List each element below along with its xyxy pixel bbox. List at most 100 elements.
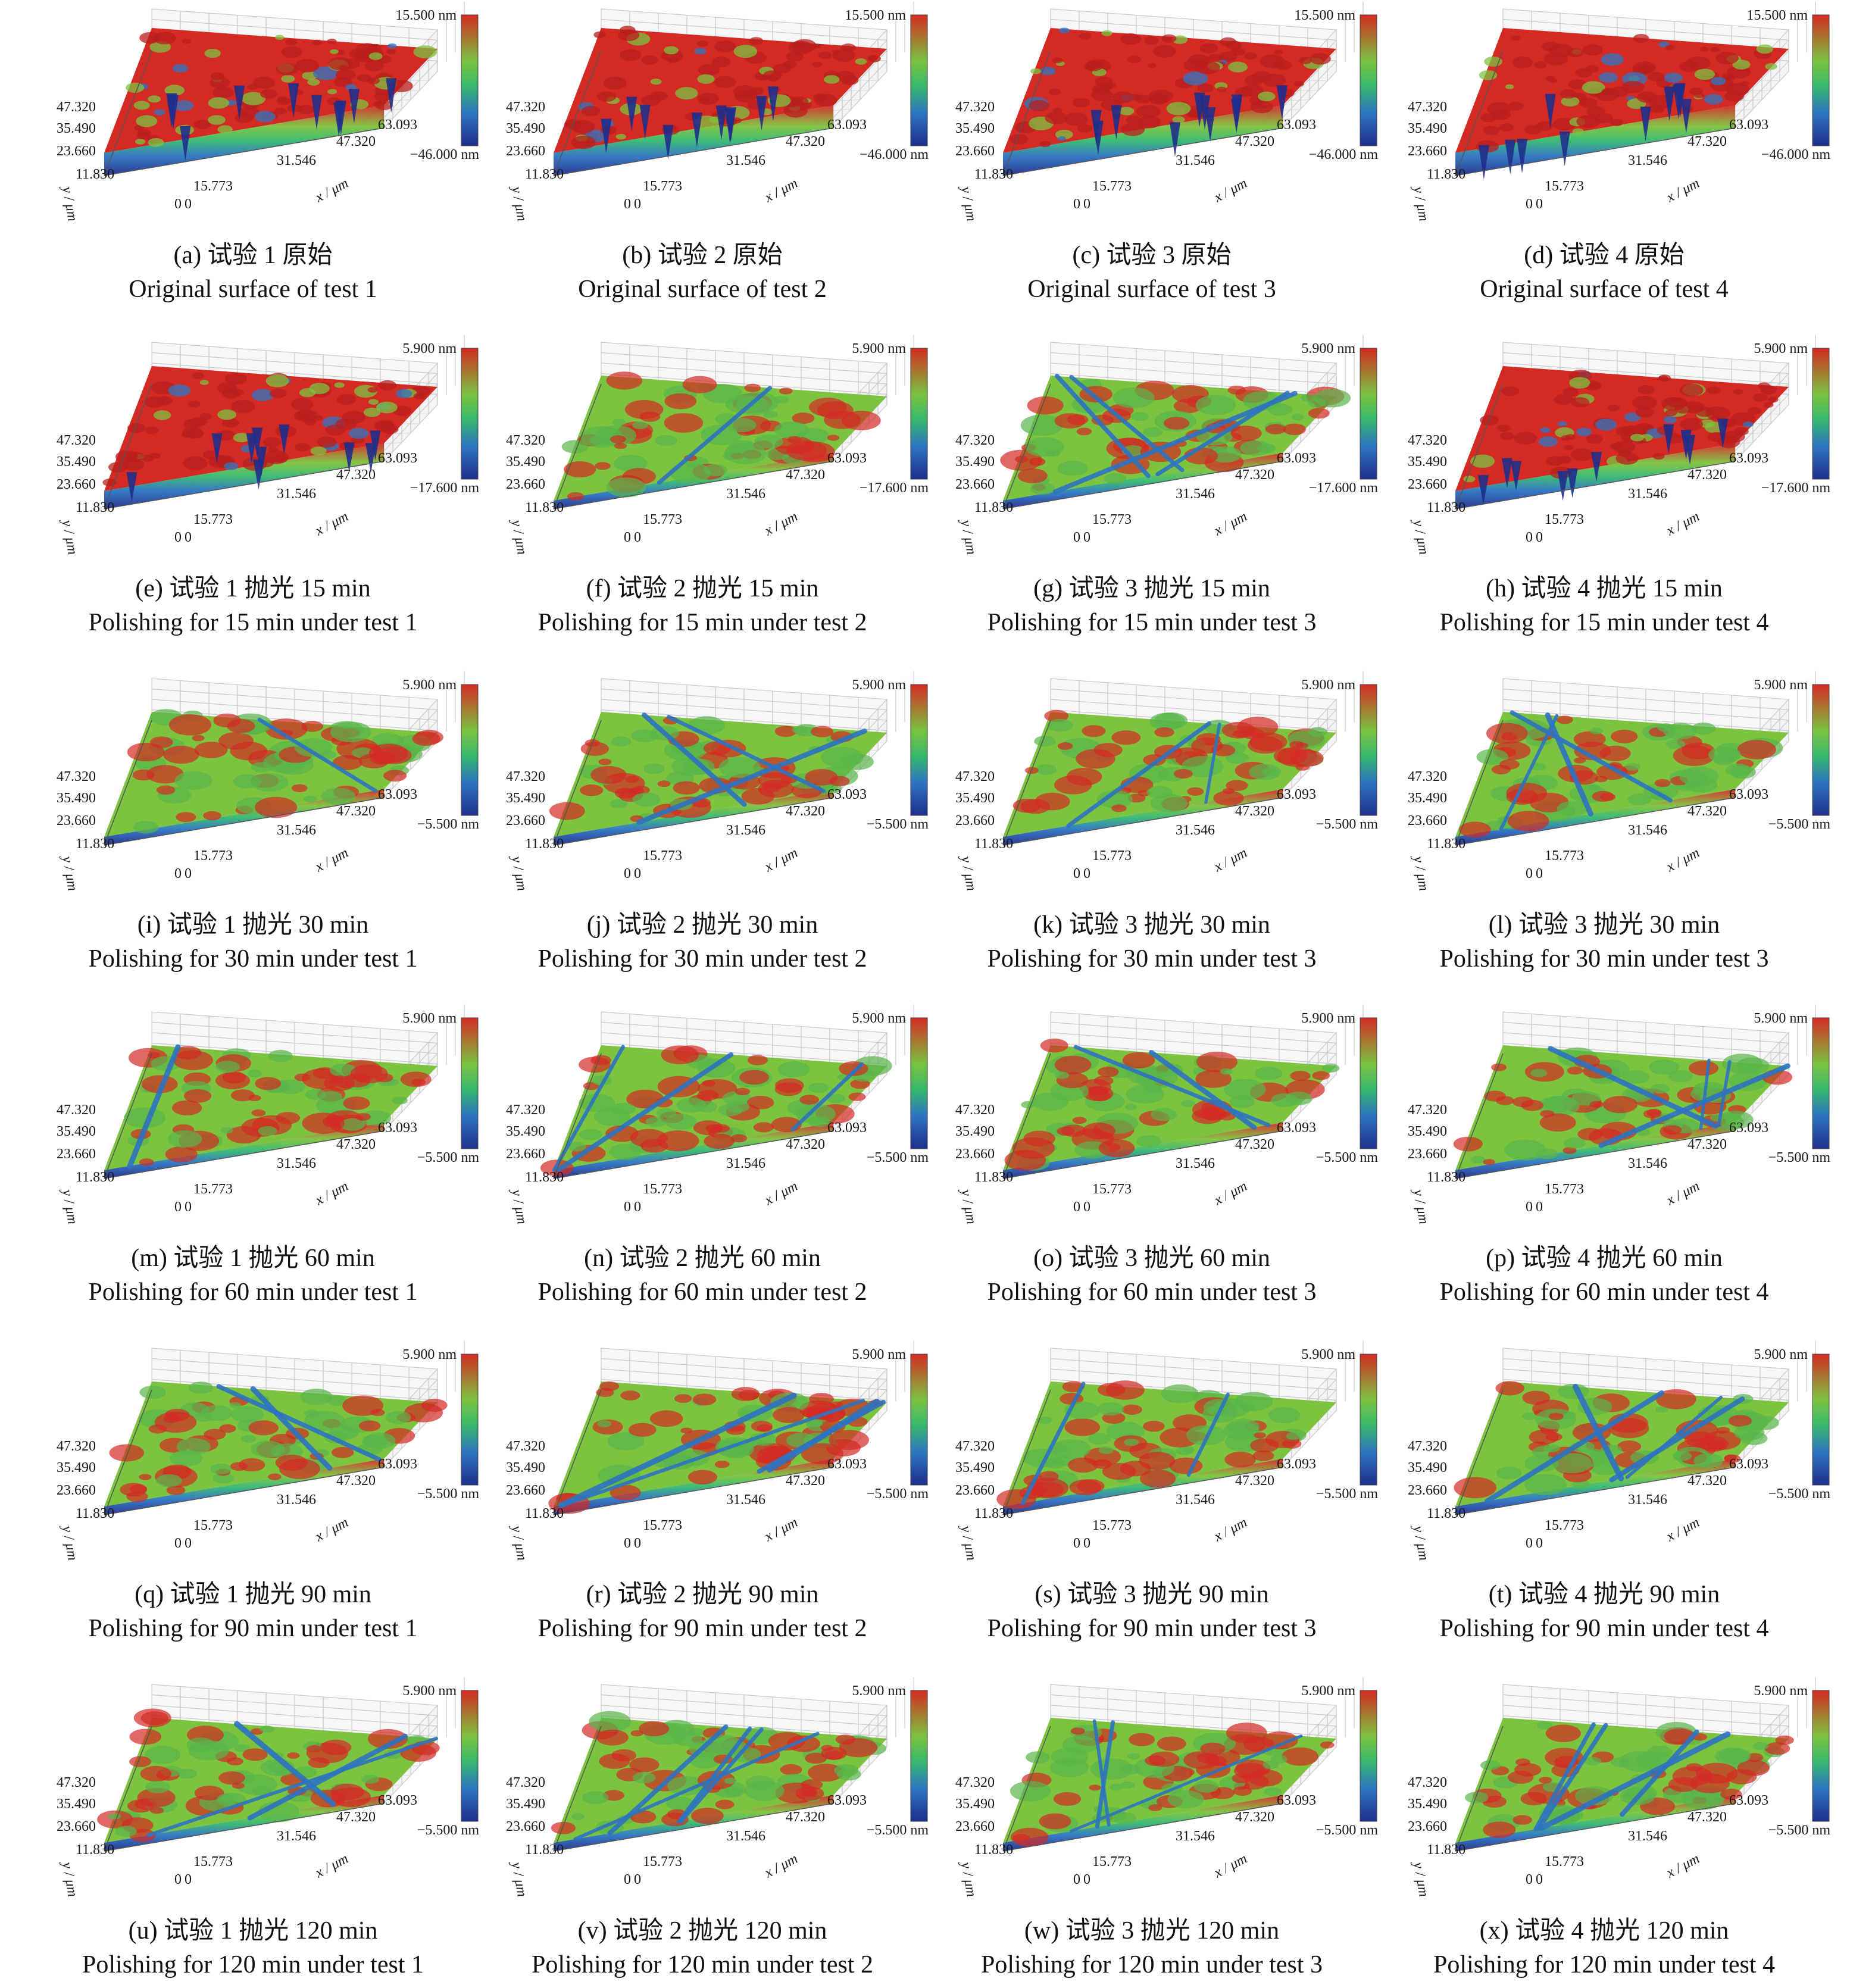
colorbar-min-label: −46.000 nm [410, 147, 480, 162]
y-axis-label: y / μm [1410, 854, 1432, 892]
y-axis-label: y / μm [508, 185, 530, 223]
x-tick-label: 31.546 [1176, 1492, 1215, 1508]
x-axis-label: x / μm [1211, 1515, 1250, 1545]
colorbar [910, 348, 928, 480]
colorbar-max-label: 15.500 nm [845, 8, 906, 23]
x-axis-label: x / μm [312, 845, 351, 876]
x-axis-label: x / μm [1664, 1179, 1702, 1209]
x-axis-label: x / μm [762, 845, 801, 876]
y-tick-label: 11.830 [1427, 167, 1465, 182]
y-tick-label: 35.490 [506, 121, 545, 136]
axes [1002, 50, 1283, 176]
x-tick-label: 63.093 [1729, 451, 1768, 466]
y-axis-label: y / μm [1410, 518, 1432, 556]
x-tick-label: 31.546 [1176, 486, 1215, 502]
x-tick-label: 31.546 [1628, 1156, 1667, 1171]
afm-panel-s: 47.320 35.490 23.660 11.830 0 0 15.773 31.546 47… [926, 1340, 1378, 1652]
y-axis-label: y / μm [1410, 1524, 1432, 1562]
colorbar-max-label: 5.900 nm [852, 341, 906, 357]
y-tick-label: 35.490 [1408, 790, 1447, 806]
x-tick-label: 63.093 [378, 1793, 417, 1808]
colorbar-min-label: −46.000 nm [860, 147, 929, 162]
panel-caption-cn: (s) 试验 3 抛光 90 min [1035, 1581, 1269, 1608]
colorbar [910, 1690, 928, 1822]
colorbar-max-label: 5.900 nm [1301, 1347, 1355, 1362]
colorbar [1812, 348, 1830, 480]
x-tick-label: 63.093 [1729, 1793, 1768, 1808]
x-tick-label: 47.320 [336, 467, 376, 483]
y-axis-label: y / μm [508, 854, 530, 892]
surface-topography [1454, 1381, 1789, 1515]
x-tick-label: 0 [1083, 1872, 1090, 1887]
surface-topography [548, 1381, 887, 1515]
y-tick-label: 23.660 [57, 1146, 96, 1162]
y-tick-label: 35.490 [57, 121, 96, 136]
y-tick-label: 35.490 [506, 790, 545, 806]
x-tick-label: 63.093 [1277, 1456, 1316, 1472]
afm-panel-e: 47.320 35.490 23.660 11.830 0 0 15.773 31.546 47… [27, 335, 479, 646]
colorbar-max-label: 5.900 nm [1754, 677, 1808, 693]
x-tick-label: 15.773 [1545, 512, 1584, 527]
y-tick-label: 47.320 [57, 1439, 96, 1454]
x-tick-label: 63.093 [827, 1793, 867, 1808]
y-tick-label: 11.830 [525, 500, 564, 515]
y-tick-label: 0 [174, 196, 182, 212]
panel-caption-en: Polishing for 90 min under test 1 [88, 1615, 418, 1642]
x-tick-label: 0 [1536, 866, 1543, 882]
x-tick-label: 0 [634, 1199, 641, 1215]
colorbar-max-label: 15.500 nm [1294, 8, 1355, 23]
y-tick-label: 23.660 [57, 1483, 96, 1498]
panel-caption-cn: (e) 试验 1 抛光 15 min [135, 575, 371, 602]
axes [1455, 1726, 1736, 1852]
x-tick-label: 63.093 [378, 117, 417, 133]
colorbar [461, 14, 479, 146]
x-tick-label: 15.773 [1545, 1518, 1584, 1533]
colorbar [1360, 14, 1377, 146]
x-tick-label: 31.546 [1176, 1156, 1215, 1171]
y-axis-label: y / μm [59, 185, 80, 223]
colorbar [1812, 684, 1830, 816]
afm-panel-l: 47.320 35.490 23.660 11.830 0 0 15.773 31.546 47… [1378, 671, 1830, 982]
afm-panel-c: 47.320 35.490 23.660 11.830 0 0 15.773 31.546 47… [926, 1, 1378, 312]
y-tick-label: 11.830 [525, 836, 564, 852]
x-tick-label: 47.320 [786, 804, 825, 819]
y-tick-label: 11.830 [1427, 500, 1465, 515]
surface-topography [1003, 27, 1336, 176]
x-tick-label: 47.320 [336, 134, 376, 149]
x-tick-label: 0 [1083, 866, 1090, 882]
colorbar-min-label: −5.500 nm [1316, 817, 1379, 832]
panel-caption-en: Polishing for 15 min under test 3 [987, 609, 1317, 636]
x-tick-label: 31.546 [1628, 1492, 1667, 1508]
y-axis-label: y / μm [59, 1187, 80, 1226]
x-tick-label: 31.546 [726, 1492, 765, 1508]
x-tick-label: 31.546 [726, 823, 765, 838]
y-tick-label: 47.320 [1408, 769, 1447, 784]
x-tick-label: 31.546 [726, 1156, 765, 1171]
y-tick-label: 11.830 [76, 167, 114, 182]
y-tick-label: 0 [1526, 866, 1533, 882]
y-tick-label: 23.660 [1408, 813, 1447, 829]
y-tick-label: 11.830 [76, 1170, 114, 1185]
panel-caption-cn: (d) 试验 4 原始 [1524, 242, 1685, 269]
colorbar-min-label: −5.500 nm [1316, 1150, 1379, 1165]
x-tick-label: 0 [634, 1536, 641, 1551]
surface-topography [104, 1044, 438, 1179]
y-tick-label: 23.660 [955, 1483, 995, 1498]
afm-panel-o: 47.320 35.490 23.660 11.830 0 0 15.773 31.546 47… [926, 1004, 1379, 1315]
y-tick-label: 23.660 [506, 1819, 545, 1834]
surface-topography [97, 1708, 440, 1851]
colorbar-max-label: 5.900 nm [1301, 677, 1355, 693]
y-tick-label: 23.660 [1408, 1483, 1447, 1498]
x-tick-label: 15.773 [1092, 1518, 1132, 1533]
x-tick-label: 0 [634, 1872, 641, 1887]
colorbar [1812, 1690, 1830, 1822]
y-tick-label: 35.490 [57, 1460, 96, 1476]
panel-caption-en: Polishing for 90 min under test 4 [1439, 1615, 1769, 1642]
